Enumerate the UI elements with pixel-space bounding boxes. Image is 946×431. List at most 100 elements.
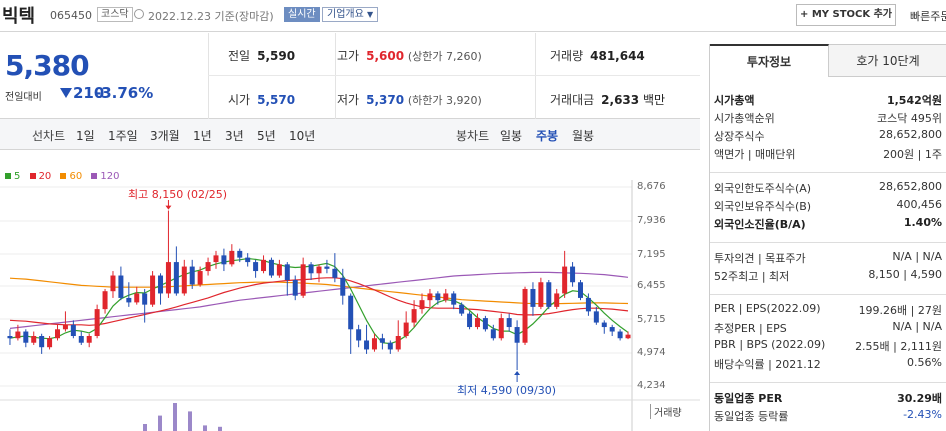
stock-chart[interactable]: 5 20 60 120 8,676 7,936 7,195 6,455 5,71… (0, 150, 700, 431)
volume-bar (173, 403, 177, 431)
info-label: 외국인한도주식수(A) (714, 182, 812, 195)
price-summary: 5,380 전일대비 210 -3.76% 전일 5,590 고가 5,600 (상… (0, 33, 700, 119)
info-value: 30.29배 (897, 392, 942, 405)
info-value: 400,456 (896, 198, 943, 211)
info-label: 시가총액순위 (714, 112, 775, 125)
period-10y[interactable]: 10년 (289, 129, 316, 143)
info-value: 1.40% (903, 216, 942, 229)
volume-bar (143, 424, 147, 431)
y-tick: 7,195 (637, 249, 666, 260)
candle-body (284, 264, 290, 281)
candle-body (253, 262, 259, 272)
down-arrow-icon (60, 88, 72, 98)
info-value: 0.56% (907, 356, 942, 369)
info-row: 동일업종 PER 30.29배 (714, 390, 946, 408)
period-1w[interactable]: 1주일 (108, 129, 138, 143)
candle-body (601, 322, 607, 328)
clock-icon (134, 9, 144, 19)
candle-body (205, 262, 211, 272)
candle-body (625, 334, 631, 339)
candle-body (39, 336, 45, 348)
candle-body (348, 295, 354, 330)
candle-body (617, 331, 623, 339)
candle-body (490, 329, 496, 339)
candle-body (403, 322, 409, 337)
candle-body (379, 338, 385, 343)
y-tick: 7,936 (637, 215, 666, 226)
divider (335, 33, 336, 119)
legend-ma20: 20 (29, 171, 51, 182)
y-tick: 6,455 (637, 280, 666, 291)
candle-body (213, 255, 219, 263)
candle-body (221, 255, 227, 265)
candle-body (467, 313, 473, 328)
tab-investment-info[interactable]: 투자정보 (710, 44, 829, 77)
volume-bar (218, 426, 222, 431)
candle-body (340, 277, 346, 296)
candlestick-svg (0, 180, 700, 431)
candle-body (15, 331, 21, 339)
candle-monthly[interactable]: 월봉 (572, 129, 595, 143)
y-tick: 5,715 (637, 314, 666, 325)
divider (710, 294, 946, 295)
candle-body (609, 327, 615, 332)
candle-body (364, 340, 370, 350)
info-value: 200원 | 1주 (883, 148, 942, 161)
candle-daily[interactable]: 일봉 (500, 129, 523, 143)
candle-body (562, 266, 568, 294)
candle-body (300, 264, 306, 296)
period-5y[interactable]: 5년 (257, 129, 276, 143)
volume-label: 거래량 (650, 404, 682, 419)
candle-body (411, 309, 417, 323)
company-overview-dropdown[interactable]: 기업개요 ▼ (322, 7, 379, 22)
info-label: 상장주식수 (714, 130, 765, 143)
market-badge: 코스닥 (97, 7, 133, 22)
chart-legend: 5 20 60 120 (5, 171, 126, 182)
candle-body (308, 264, 314, 274)
candle-body (593, 311, 599, 323)
realtime-button[interactable]: 실시간 (284, 7, 320, 22)
candle-body (554, 293, 560, 307)
candle-body (316, 266, 322, 274)
stock-name: 빅텍 (2, 6, 36, 27)
candle-body (261, 259, 267, 272)
candle-body (78, 336, 84, 343)
info-row: 배당수익률 | 2021.12 0.56% (714, 356, 946, 374)
info-row: 액면가 | 매매단위 200원 | 1주 (714, 146, 946, 164)
period-3y[interactable]: 3년 (225, 129, 244, 143)
candle-body (419, 300, 425, 310)
candle-body (538, 282, 544, 307)
info-label: 액면가 | 매매단위 (714, 148, 796, 161)
info-value: 1,542억원 (886, 94, 942, 107)
quick-order-link[interactable]: 빠른주문 (910, 10, 946, 23)
candle-body (387, 342, 393, 350)
candle-body (530, 288, 536, 307)
candle-body (395, 336, 401, 350)
candle-weekly[interactable]: 주봉 (536, 129, 559, 143)
candle-body (134, 293, 140, 303)
candle-body (577, 282, 583, 298)
info-row: 추정PER | EPS N/A | N/A (714, 320, 946, 338)
candle-body (332, 268, 338, 278)
add-my-stock-button[interactable]: + MY STOCK 추가 (796, 4, 896, 26)
current-price: 5,380 (5, 49, 90, 82)
info-value: 코스닥 495위 (877, 112, 942, 125)
candle-body (70, 324, 76, 337)
candle-body (506, 318, 512, 328)
period-3m[interactable]: 3개월 (150, 129, 180, 143)
period-1d[interactable]: 1일 (76, 129, 95, 143)
tab-orderbook-10[interactable]: 호가 10단계 (829, 44, 946, 77)
candle-body (451, 293, 457, 305)
divider (535, 33, 536, 119)
candle-body (292, 280, 298, 296)
info-label: PER | EPS(2022.09) (714, 302, 821, 315)
info-label: PBR | BPS (2022.09) (714, 338, 826, 351)
period-1y[interactable]: 1년 (193, 129, 212, 143)
info-row: 시가총액순위 코스닥 495위 (714, 110, 946, 128)
candle-body (181, 266, 187, 294)
candle-body (324, 266, 330, 269)
volume-bar (188, 411, 192, 431)
info-value: 2.55배 | 2,111원 (855, 340, 942, 353)
divider (710, 172, 946, 173)
candle-body (245, 257, 251, 263)
